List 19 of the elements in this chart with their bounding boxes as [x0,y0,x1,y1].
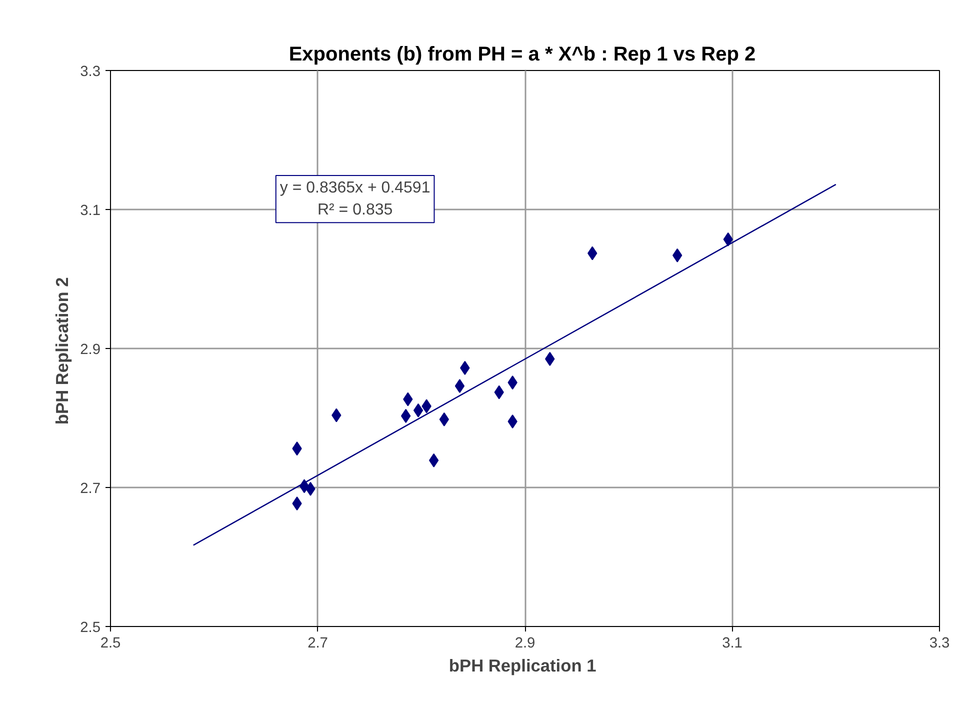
y-tick-label: 3.1 [80,203,100,219]
chart-title: Exponents (b) from PH = a * X^b : Rep 1 vs Rep 2 [288,44,756,66]
y-tick-label: 2.7 [80,481,100,497]
y-axis-title: bPH Replication 2 [52,277,72,425]
point [428,453,439,468]
x-tick-label: 2.5 [100,636,121,652]
y-tick-label: 2.5 [80,620,100,636]
x-tick-label: 3.1 [722,636,742,652]
annotation: y = 0.8365x + 0.4591 R² = 0.835 [280,180,430,219]
point [454,379,465,394]
y-tick-label: 2.9 [80,342,100,358]
point [439,412,450,426]
point [672,248,682,262]
x-tick-label: 3.3 [929,636,950,652]
point [413,403,424,418]
x-tick-label: 2.7 [308,636,328,652]
x-tick-label: 2.9 [514,636,536,652]
x-axis-title: bPH Replication 1 [448,656,597,676]
y-tick-label: 3.3 [80,64,100,80]
